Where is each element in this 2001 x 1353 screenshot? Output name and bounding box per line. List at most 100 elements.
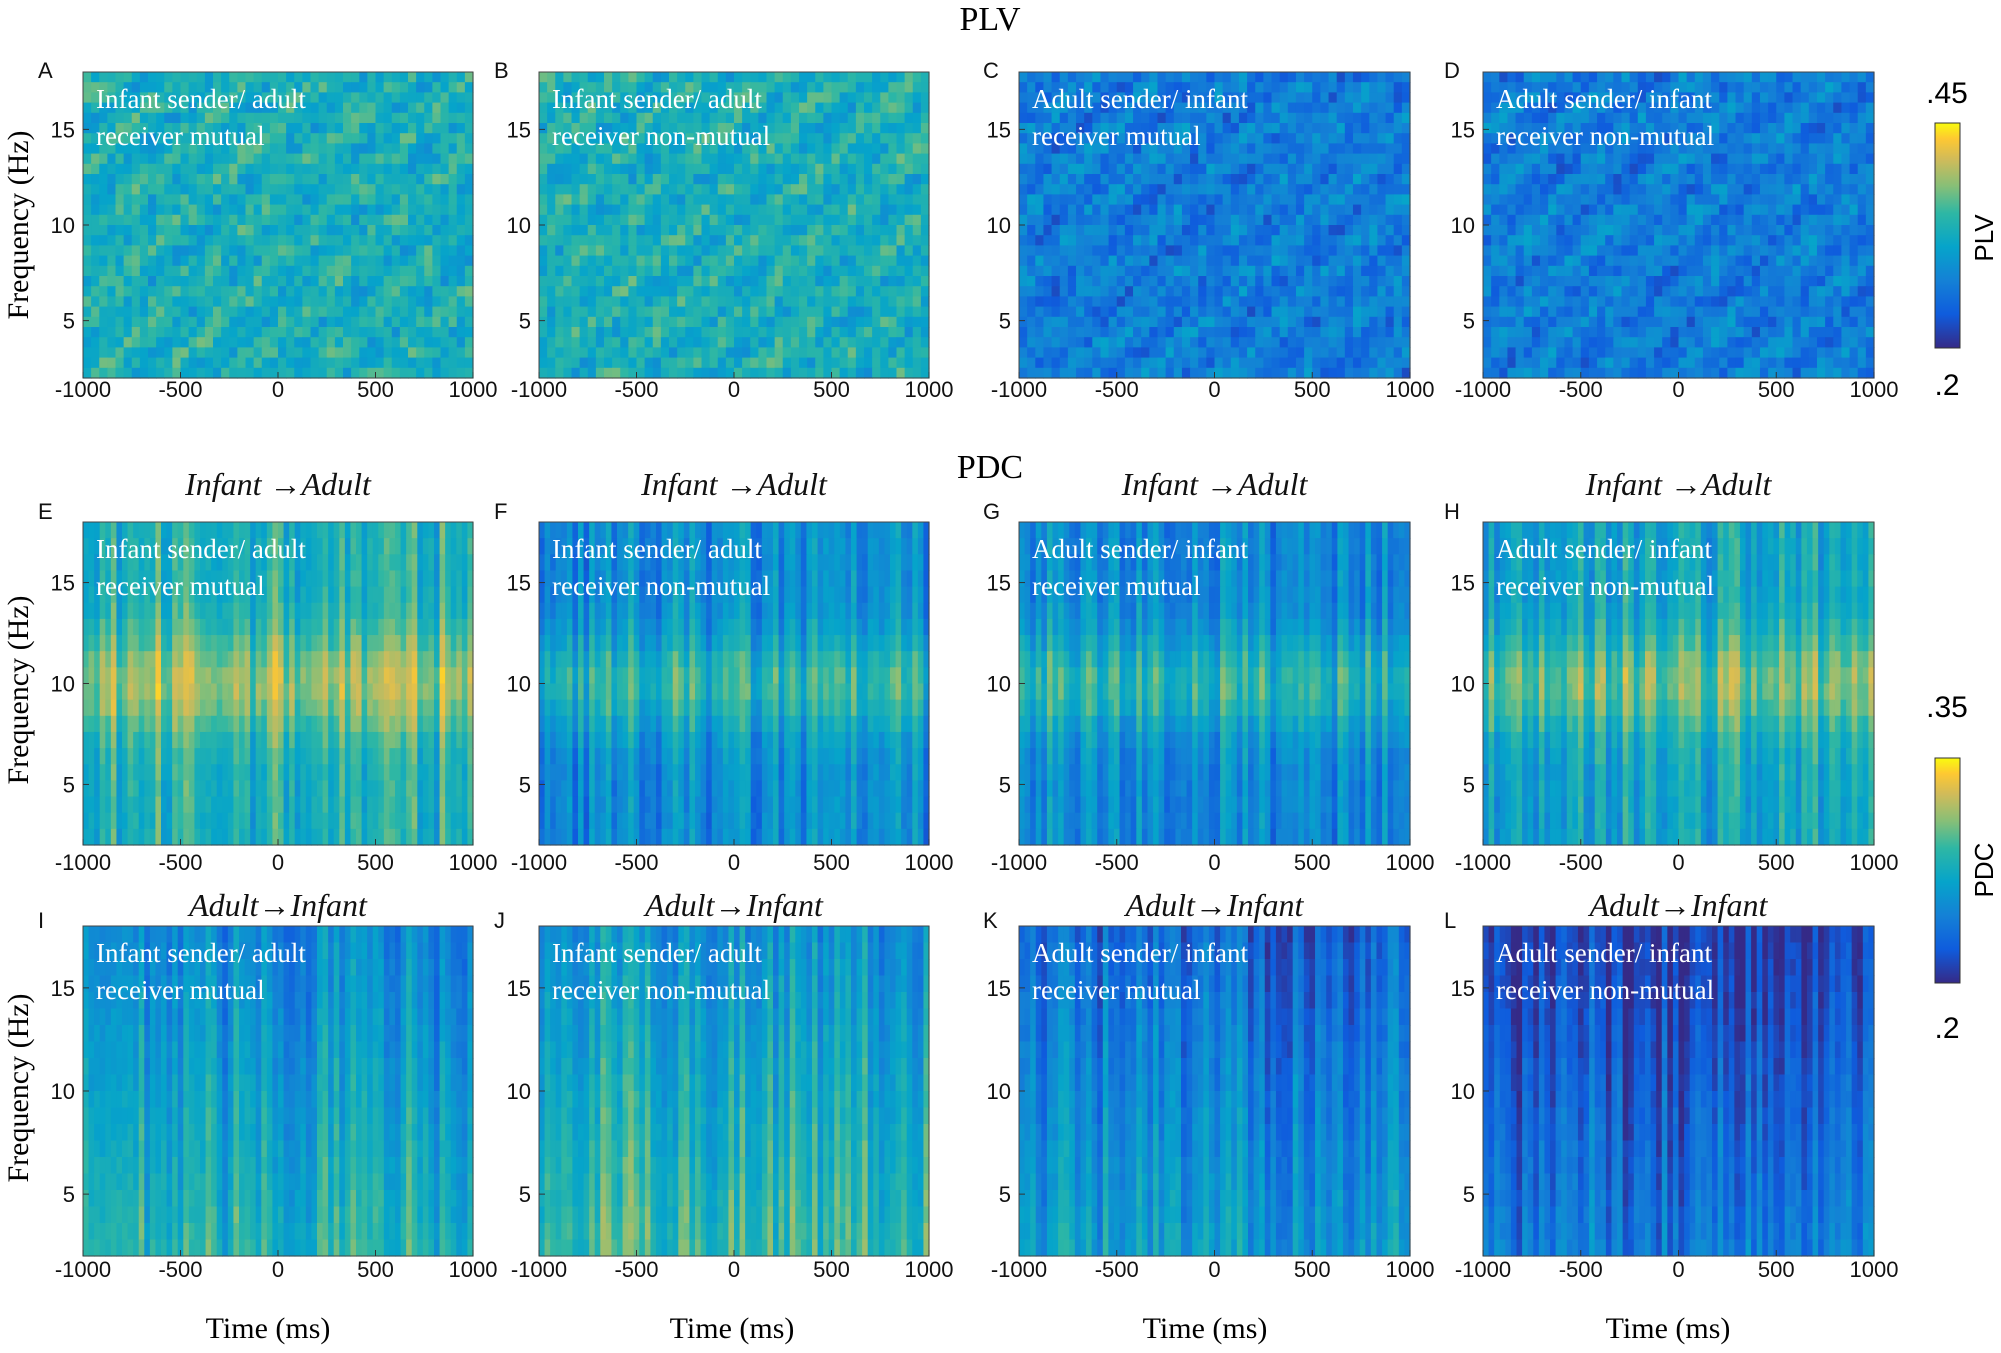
heatmap-cell: [831, 143, 841, 155]
heatmap-cell: [1401, 163, 1411, 175]
heatmap-cell: [1181, 123, 1191, 134]
heatmap-cell: [1678, 102, 1688, 114]
heatmap-cell: [1295, 72, 1305, 83]
heatmap-cell: [1271, 327, 1281, 338]
heatmap-cell: [391, 112, 401, 124]
heatmap-cell: [1279, 163, 1289, 175]
heatmap-cell: [375, 316, 385, 328]
heatmap-cell: [750, 286, 759, 297]
heatmap-cell: [261, 316, 271, 328]
heatmap-cell: [1328, 214, 1338, 226]
row-title-plv: PLV: [959, 1, 1021, 38]
heatmap-cell: [1540, 184, 1549, 195]
heatmap-cell: [807, 286, 816, 297]
heatmap-cell: [636, 296, 646, 308]
heatmap-cell: [1759, 102, 1769, 114]
heatmap-cell: [1352, 184, 1362, 195]
heatmap-cell: [213, 327, 222, 338]
heatmap-cell: [253, 306, 263, 318]
heatmap-cell: [815, 204, 824, 216]
heatmap-cell: [620, 174, 629, 185]
heatmap-cell: [188, 112, 198, 124]
heatmap-cell: [807, 367, 816, 379]
heatmap-cell: [571, 194, 581, 206]
heatmap-cell: [1825, 133, 1834, 144]
heatmap-cell: [1588, 133, 1598, 144]
heatmap-cell: [1369, 133, 1379, 144]
heatmap-cell: [1833, 102, 1843, 114]
heatmap-cell: [1320, 82, 1330, 93]
heatmap-cell: [1051, 153, 1061, 165]
heatmap-cell: [432, 245, 442, 257]
heatmap-cell: [742, 245, 751, 257]
heatmap-cell: [1198, 255, 1207, 267]
heatmap-cell: [1735, 92, 1745, 104]
heatmap-cell: [318, 112, 328, 124]
heatmap-cell: [440, 286, 450, 297]
heatmap-cell: [286, 245, 295, 257]
heatmap-cell: [709, 163, 719, 175]
heatmap-cell: [1491, 102, 1500, 114]
heatmap-cell: [383, 245, 393, 257]
heatmap-cell: [1694, 112, 1704, 124]
heatmap-cell: [1238, 112, 1248, 124]
heatmap-cell: [375, 184, 385, 195]
heatmap-cell: [1165, 153, 1175, 165]
heatmap-cell: [131, 194, 141, 206]
heatmap-cell: [1059, 102, 1069, 114]
heatmap-cell: [278, 112, 287, 124]
heatmap-cell: [1507, 72, 1517, 83]
heatmap-cell: [701, 92, 711, 104]
heatmap-cell: [1808, 102, 1818, 114]
heatmap-cell: [758, 337, 768, 348]
heatmap-cell: [1499, 92, 1509, 104]
heatmap-cell: [456, 214, 466, 226]
heatmap-cell: [440, 143, 450, 155]
heatmap-cell: [636, 82, 646, 93]
heatmap-cell: [343, 82, 352, 93]
heatmap-cell: [456, 92, 466, 104]
heatmap-cell: [408, 286, 417, 297]
heatmap-cell: [375, 72, 385, 83]
heatmap-cell: [1165, 72, 1175, 83]
heatmap-cell: [831, 276, 841, 287]
heatmap-cell: [831, 204, 841, 216]
heatmap-cell: [1051, 367, 1061, 379]
heatmap-cell: [652, 286, 662, 297]
heatmap-cell: [896, 174, 906, 185]
heatmap-cell: [872, 92, 881, 104]
heatmap-cell: [1605, 174, 1614, 185]
heatmap-cell: [1124, 82, 1134, 93]
heatmap-cell: [1141, 92, 1150, 104]
heatmap-cell: [1255, 235, 1264, 246]
heatmap-cell: [351, 72, 360, 83]
heatmap-cell: [294, 255, 303, 267]
heatmap-cell: [587, 286, 597, 297]
heatmap-cell: [448, 327, 458, 338]
heatmap-cell: [1304, 367, 1313, 379]
heatmap-cell: [83, 357, 92, 369]
heatmap-cell: [1312, 92, 1321, 104]
heatmap-cell: [1092, 133, 1102, 144]
heatmap-cell: [1515, 72, 1525, 83]
heatmap-cell: [774, 296, 784, 308]
heatmap-cell: [1043, 255, 1053, 267]
heatmap-cell: [701, 194, 711, 206]
heatmap-cell: [1035, 316, 1045, 328]
heatmap-cell: [831, 327, 841, 338]
heatmap-cell: [1369, 143, 1379, 155]
heatmap-cell: [269, 194, 279, 206]
heatmap-cell: [1214, 133, 1224, 144]
heatmap-cell: [1320, 255, 1330, 267]
heatmap-cell: [286, 327, 295, 338]
heatmap-cell: [1157, 82, 1167, 93]
heatmap-cell: [1108, 337, 1118, 348]
heatmap-cell: [115, 143, 125, 155]
heatmap-cell: [1320, 337, 1330, 348]
heatmap-cell: [807, 306, 816, 318]
heatmap-cell: [872, 367, 881, 379]
heatmap-cell: [571, 225, 581, 236]
heatmap-cell: [1051, 184, 1061, 195]
heatmap-cell: [1084, 265, 1093, 277]
heatmap-cell: [1141, 72, 1150, 83]
